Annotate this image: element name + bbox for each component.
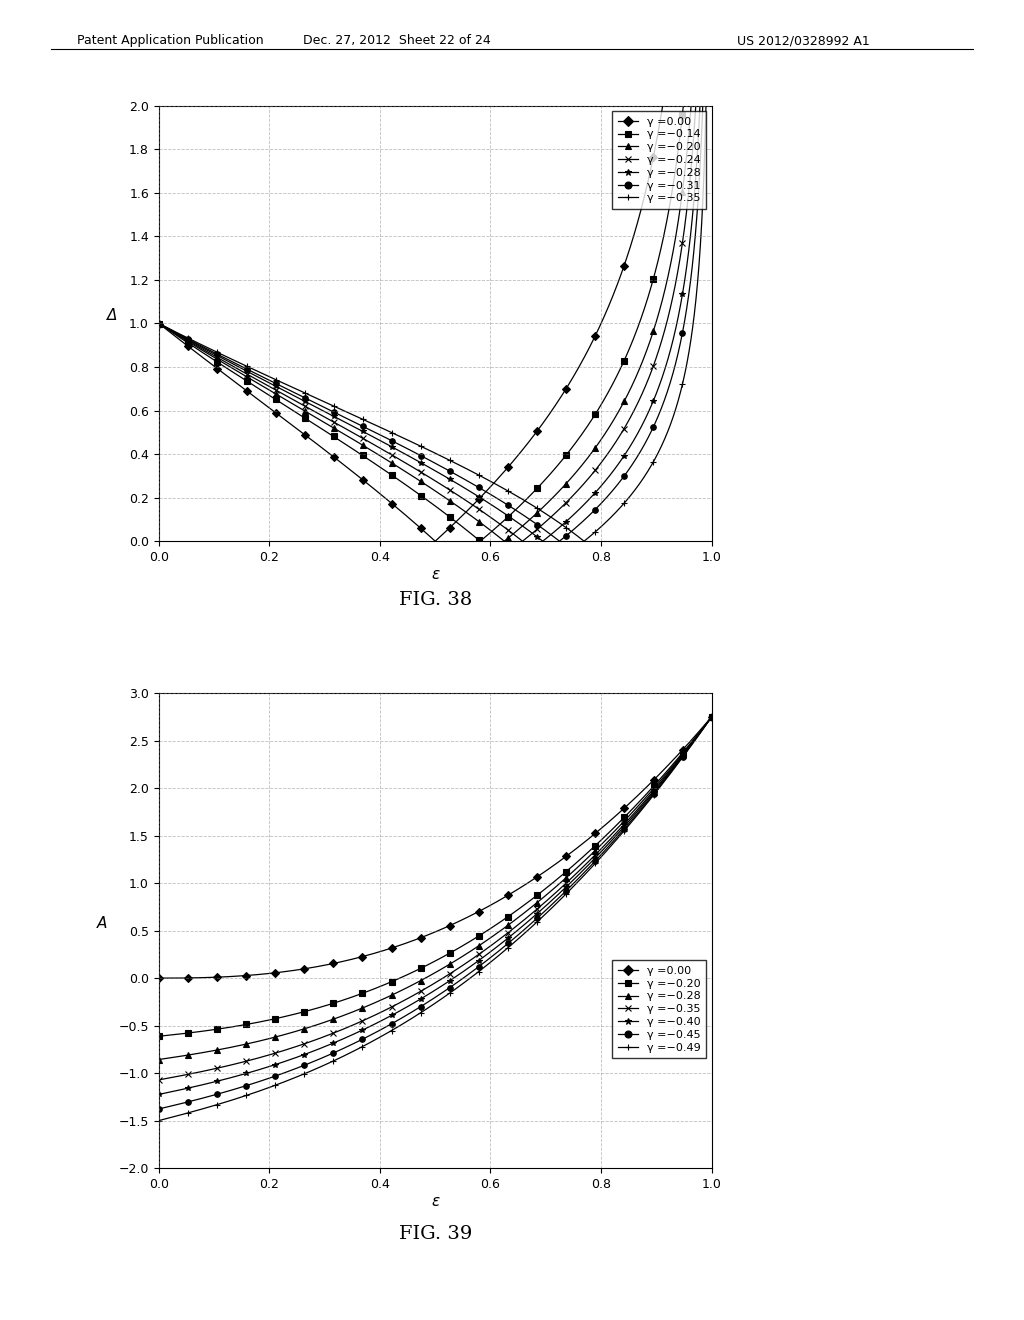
X-axis label: ε: ε <box>431 1193 439 1209</box>
Text: FIG. 38: FIG. 38 <box>398 591 472 610</box>
Y-axis label: A: A <box>96 916 108 931</box>
Text: FIG. 39: FIG. 39 <box>398 1225 472 1243</box>
Legend: γ =0.00, γ =−0.20, γ =−0.28, γ =−0.35, γ =−0.40, γ =−0.45, γ =−0.49: γ =0.00, γ =−0.20, γ =−0.28, γ =−0.35, γ… <box>612 961 707 1059</box>
Y-axis label: Δ: Δ <box>108 309 118 323</box>
Legend: γ =0.00, γ =−0.14, γ =−0.20, γ =−0.24, γ =−0.28, γ =−0.31, γ =−0.35: γ =0.00, γ =−0.14, γ =−0.20, γ =−0.24, γ… <box>612 111 707 209</box>
Text: Dec. 27, 2012  Sheet 22 of 24: Dec. 27, 2012 Sheet 22 of 24 <box>303 34 492 48</box>
X-axis label: ε: ε <box>431 566 439 582</box>
Text: Patent Application Publication: Patent Application Publication <box>77 34 263 48</box>
Text: US 2012/0328992 A1: US 2012/0328992 A1 <box>737 34 870 48</box>
